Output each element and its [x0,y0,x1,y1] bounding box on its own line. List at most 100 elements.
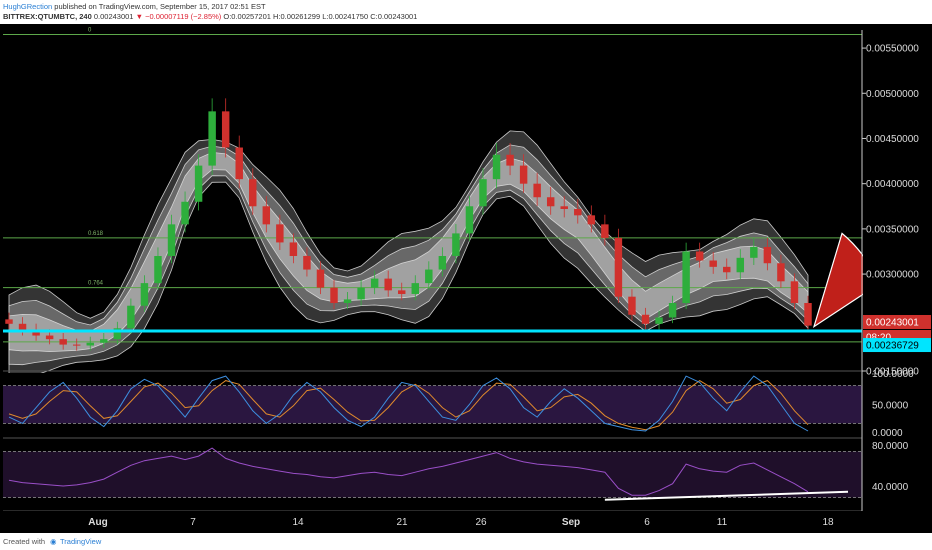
stoch-tick-label: 100.0000 [872,369,914,380]
change-down-icon: ▼ [135,12,144,21]
candle [357,287,365,300]
candle [167,224,176,256]
support-price-tag: 0.00236729 [866,341,919,352]
time-tick-label: 6 [644,517,650,528]
candle [221,111,230,148]
rsi-band-fill [3,451,862,498]
time-axis[interactable]: Aug 7 14 21 26 Sep 6 11 18 [0,511,932,533]
stoch-tick-label: 0.0000 [872,428,903,439]
candle [736,257,745,273]
candle [59,339,67,345]
ohlc-line: BITTREX:QTUMBTC, 240 0.00243001 ▼ −0.000… [3,12,417,22]
candle [506,154,514,166]
time-tick-label: Sep [562,517,580,528]
rsi-pane[interactable] [3,30,863,512]
candle [154,256,162,284]
price-tick-label: 0.00150000 [866,367,919,378]
candle [492,154,501,180]
price-tick-label: 0.00300000 [866,270,919,281]
candle [763,246,772,264]
candle [452,233,460,256]
candle [181,201,189,225]
candle [72,344,81,346]
candle [438,256,447,270]
stoch-d-line [8,379,809,431]
price-tick-label: 0.00450000 [866,134,919,145]
candle [546,197,555,207]
candle [723,266,731,273]
fib-label-0: 0 [88,28,92,34]
time-tick-label: 14 [292,517,304,528]
last-price-tag: 0.00243001 [866,317,919,328]
candle [479,179,487,207]
candle [100,339,108,343]
candle [316,269,325,288]
chart-header: HughGRection published on TradingView.co… [0,0,932,24]
candle [370,278,379,288]
axis-bg [863,24,932,511]
rsi-line [8,447,809,496]
countdown-tag: 08:20 [866,332,891,343]
candle [587,215,596,225]
candle [641,314,650,324]
candle [425,269,433,284]
candle [249,179,257,207]
chart-canvas[interactable]: 0 0.618 0.764 Aug 7 14 21 26 Sep 6 11 18 0.0055000… [0,24,932,533]
candle [5,319,13,324]
last-price-tag-bg [863,314,931,329]
candle [32,330,40,336]
candle [289,242,298,256]
author-link[interactable]: HughGRection [3,2,53,11]
fib-label-2: 0.764 [88,281,104,287]
price-tick-label: 0.00350000 [866,224,919,235]
candle [18,323,27,331]
price-change: −0.00007119 (−2.85%) [145,12,222,21]
price-tick-label: 0.00500000 [866,89,919,100]
stoch-tick-label: 50.0000 [872,401,909,412]
candle [262,206,271,225]
candle [709,260,717,267]
support-price-tag-bg [863,338,931,353]
candle [86,342,94,346]
price-axis[interactable]: 0.00550000 0.00500000 0.00450000 0.00400000… [862,24,932,511]
rsi-tick-label: 40.0000 [872,482,909,493]
tradingview-brand-link[interactable]: TradingView [60,537,102,546]
candle [411,283,419,294]
candle [614,237,623,297]
time-tick-label: 26 [475,517,487,528]
time-tick-label: 7 [190,517,196,528]
candle [682,251,690,304]
time-axis-bg [0,511,932,533]
candle [533,183,541,198]
candle [655,317,663,324]
candle [804,303,812,326]
time-tick-label: Aug [88,517,107,528]
rsi-tick-label: 80.0000 [872,441,909,452]
candle [601,224,609,238]
candle [628,296,636,315]
candle [465,206,474,234]
candle [127,305,135,329]
fib-label-1: 0.618 [88,231,104,237]
stoch-k-line [8,375,809,432]
candle [235,147,243,180]
time-tick-label: 11 [717,517,728,528]
stoch-rsi-pane[interactable] [3,373,862,436]
high-value: H:0.00261299 [273,12,321,21]
candle [777,263,785,282]
rsi-trendline [604,490,849,501]
candle [560,206,568,209]
candle [276,224,284,243]
candle [519,165,528,184]
stoch-band-fill [3,385,862,424]
candle [208,111,216,166]
chart-footer: Created with ◉ TradingView [0,533,932,550]
price-tick-label: 0.00400000 [866,179,919,190]
candle [695,251,704,261]
created-with-text: Created with [3,537,46,546]
candle [113,328,122,340]
candle [398,290,406,294]
candle [750,246,758,258]
last-price: 0.00243001 [93,12,134,21]
price-pane[interactable]: 0 0.618 0.764 [3,28,881,380]
